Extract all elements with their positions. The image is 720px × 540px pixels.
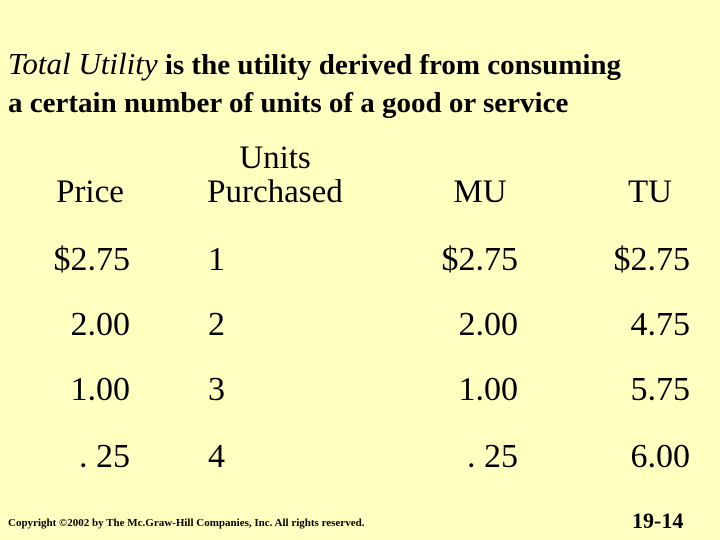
table-row-1-price: $2.75 xyxy=(53,241,131,278)
header-tu: TU xyxy=(628,174,672,210)
table-row-2-tu: 4.75 xyxy=(630,306,691,343)
slide-title: Total Utility is the utility derived fro… xyxy=(8,45,714,122)
table-row-1-mu: $2.75 xyxy=(441,241,519,278)
table-row-2-units: 2 xyxy=(208,306,225,343)
header-price: Price xyxy=(56,174,124,210)
table-row-3-tu: 5.75 xyxy=(630,371,691,408)
page-number: 19-14 xyxy=(632,508,684,533)
table-row-1-tu: $2.75 xyxy=(613,241,691,278)
header-units-line1: Units xyxy=(239,140,311,176)
title-line2: a certain number of units of a good or s… xyxy=(8,87,569,119)
title-line1-rest: is the utility derived from consuming xyxy=(157,49,622,81)
table-row-3-price: 1.00 xyxy=(70,371,131,408)
header-mu: MU xyxy=(453,174,507,210)
table-row-3-units: 3 xyxy=(208,371,225,408)
table-row-2-price: 2.00 xyxy=(70,306,131,343)
table-row-1-units: 1 xyxy=(208,241,225,278)
table-row-4-tu: 6.00 xyxy=(630,438,691,475)
table-row-4-mu: . 25 xyxy=(467,438,518,475)
header-units-line2: Purchased xyxy=(207,174,343,210)
table-row-2-mu: 2.00 xyxy=(458,306,519,343)
copyright-notice: Copyright ©2002 by The Mc.Graw-Hill Comp… xyxy=(8,517,365,529)
table-row-4-price: . 25 xyxy=(79,438,130,475)
title-lead-term: Total Utility xyxy=(8,46,158,81)
table-row-4-units: 4 xyxy=(208,438,225,475)
table-row-3-mu: 1.00 xyxy=(458,371,519,408)
